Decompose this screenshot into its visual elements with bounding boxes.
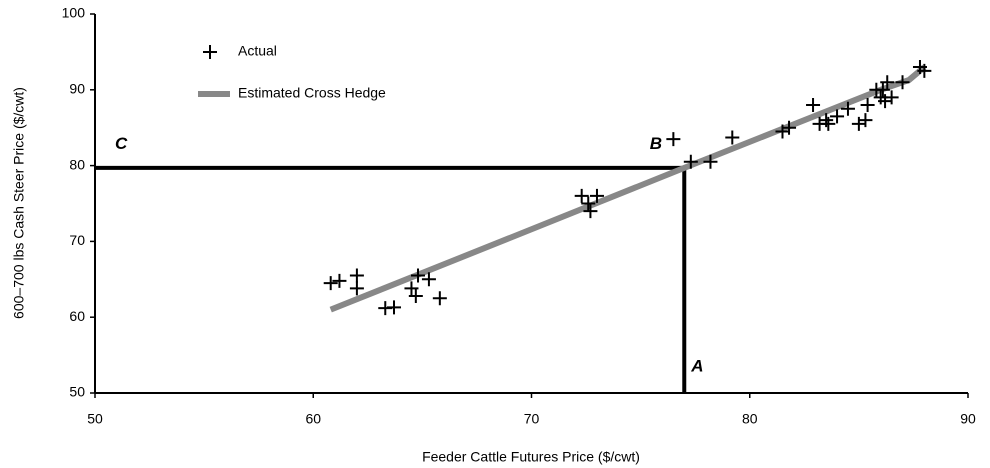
scatter-point <box>782 120 797 135</box>
legend-symbol <box>203 45 217 59</box>
scatter-point <box>703 154 718 169</box>
scatter-point <box>323 276 338 291</box>
scatter-point <box>408 288 423 303</box>
scatter-point <box>581 196 596 211</box>
y-tick-label: 100 <box>62 5 86 21</box>
legend-label: Estimated Cross Hedge <box>238 85 386 101</box>
x-tick-label: 90 <box>960 411 976 427</box>
scatter-point <box>666 132 681 147</box>
x-tick-label: 70 <box>524 411 540 427</box>
scatter-point <box>858 113 873 128</box>
scatter-point <box>589 188 604 203</box>
scatter-point <box>880 75 895 90</box>
scatter-point <box>830 109 845 124</box>
y-tick-label: 80 <box>69 156 85 172</box>
scatter-point <box>421 272 436 287</box>
y-tick-label: 70 <box>69 232 85 248</box>
scatter-point <box>411 268 426 283</box>
annotation: C <box>115 134 128 153</box>
x-axis-label: Feeder Cattle Futures Price ($/cwt) <box>422 449 640 465</box>
scatter-point <box>851 116 866 131</box>
scatter-point <box>895 75 910 90</box>
scatter-point <box>884 90 899 105</box>
scatter-point <box>349 281 364 296</box>
x-tick-label: 80 <box>742 411 758 427</box>
scatter-point <box>683 154 698 169</box>
scatter-point <box>840 101 855 116</box>
y-tick-label: 60 <box>69 308 85 324</box>
scatter-point <box>821 116 836 131</box>
annotation: A <box>690 357 703 376</box>
x-tick-label: 50 <box>87 411 103 427</box>
scatter-point <box>875 82 890 97</box>
y-axis-label: 600–700 lbs Cash Steer Price ($/cwt) <box>11 87 27 319</box>
scatter-point <box>860 97 875 112</box>
annotation: B <box>650 134 662 153</box>
scatter-point <box>387 300 402 315</box>
scatter-point <box>725 130 740 145</box>
y-tick-label: 50 <box>69 384 85 400</box>
scatter-point <box>432 291 447 306</box>
scatter-point <box>806 97 821 112</box>
scatter-point <box>583 204 598 219</box>
y-tick-label: 90 <box>69 81 85 97</box>
scatter-point <box>917 63 932 78</box>
line-series <box>329 64 927 313</box>
legend-label: Actual <box>238 43 277 59</box>
x-tick-label: 60 <box>305 411 321 427</box>
scatter-point <box>349 268 364 283</box>
scatter-point <box>332 273 347 288</box>
scatter-point <box>404 281 419 296</box>
scatter-point <box>574 188 589 203</box>
